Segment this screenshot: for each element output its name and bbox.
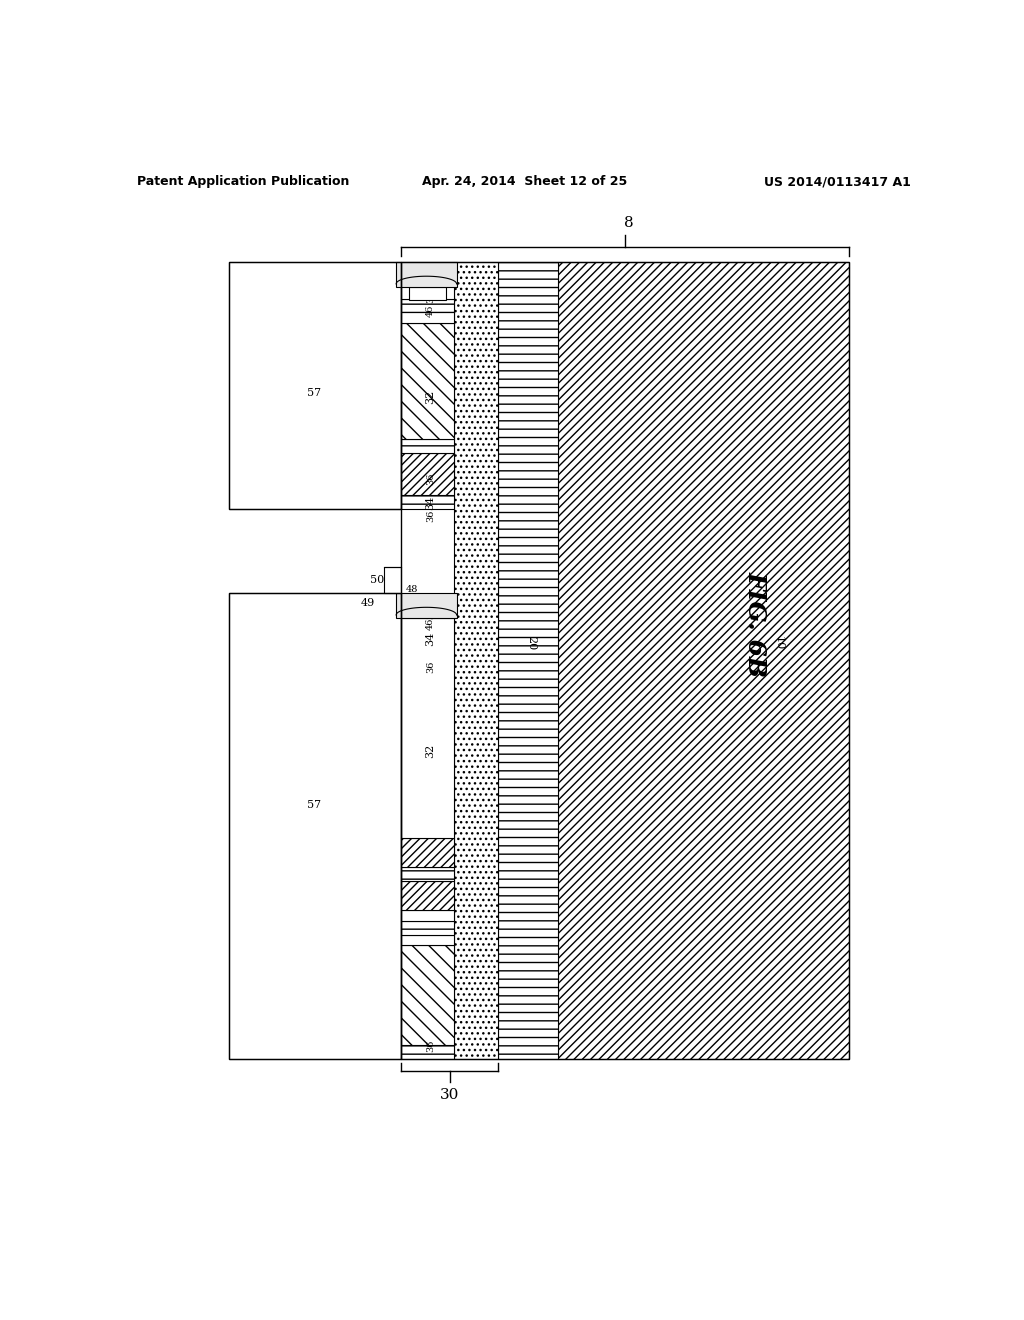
Text: 48: 48 <box>403 277 416 286</box>
Text: 32: 32 <box>425 744 435 759</box>
Bar <box>400 298 454 313</box>
Bar <box>400 263 454 298</box>
Text: 49: 49 <box>360 598 375 609</box>
Text: 8: 8 <box>624 216 634 230</box>
Bar <box>384 566 400 594</box>
Text: US 2014/0113417 A1: US 2014/0113417 A1 <box>764 176 910 189</box>
Text: Patent Application Publication: Patent Application Publication <box>137 176 349 189</box>
Bar <box>499 263 558 1059</box>
Bar <box>454 263 499 1059</box>
Bar <box>228 594 400 1059</box>
Text: 34: 34 <box>425 632 435 645</box>
Text: FIG. 6B: FIG. 6B <box>743 572 768 677</box>
Bar <box>400 838 454 867</box>
Text: 46: 46 <box>426 595 435 607</box>
Text: 34: 34 <box>425 496 435 511</box>
Text: 20: 20 <box>526 636 536 651</box>
Bar <box>400 618 454 838</box>
Text: 50L: 50L <box>370 574 391 585</box>
Bar <box>558 263 849 1059</box>
Bar <box>409 286 445 300</box>
Bar <box>400 495 454 508</box>
Text: 10: 10 <box>774 636 784 651</box>
Text: Apr. 24, 2014  Sheet 12 of 25: Apr. 24, 2014 Sheet 12 of 25 <box>422 176 628 189</box>
Bar <box>400 313 454 323</box>
Bar <box>400 867 454 880</box>
Text: 46: 46 <box>426 305 435 317</box>
Bar <box>400 438 454 453</box>
Text: 57: 57 <box>307 800 322 810</box>
Text: 46: 46 <box>426 618 435 630</box>
Text: 36: 36 <box>426 660 435 673</box>
Text: 36: 36 <box>426 290 435 304</box>
Bar <box>396 263 457 286</box>
Bar <box>400 1045 454 1059</box>
Bar <box>400 921 454 935</box>
Text: 36: 36 <box>426 473 435 484</box>
Bar <box>400 453 454 495</box>
Bar <box>228 263 400 508</box>
Bar <box>400 945 454 1045</box>
Bar <box>400 323 454 438</box>
Text: 36: 36 <box>426 606 435 619</box>
Text: 32: 32 <box>425 389 435 404</box>
Text: 36: 36 <box>426 1039 435 1052</box>
Text: 57: 57 <box>307 388 322 399</box>
Bar <box>228 594 400 1059</box>
Text: 30: 30 <box>440 1088 460 1102</box>
Bar <box>400 263 849 1059</box>
Bar <box>400 880 454 909</box>
Text: 36: 36 <box>426 510 435 521</box>
Bar <box>396 594 457 618</box>
Bar <box>400 909 454 921</box>
Text: 48: 48 <box>406 585 418 594</box>
Bar <box>400 935 454 945</box>
Bar <box>228 263 400 508</box>
